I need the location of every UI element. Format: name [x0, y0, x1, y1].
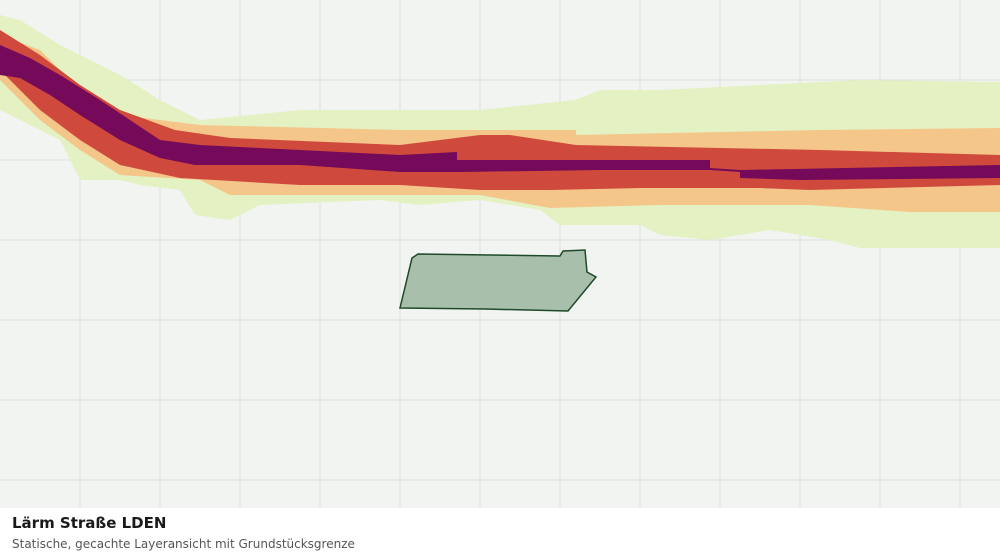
- layer-title: Lärm Straße LDEN: [12, 514, 167, 532]
- legend-footer: Lärm Straße LDEN Statische, gecachte Lay…: [0, 508, 1000, 560]
- map-background: [0, 0, 1000, 508]
- parcel-boundary[interactable]: [399, 249, 598, 312]
- layer-subtitle: Statische, gecachte Layeransicht mit Gru…: [12, 537, 355, 551]
- map: [0, 0, 1000, 508]
